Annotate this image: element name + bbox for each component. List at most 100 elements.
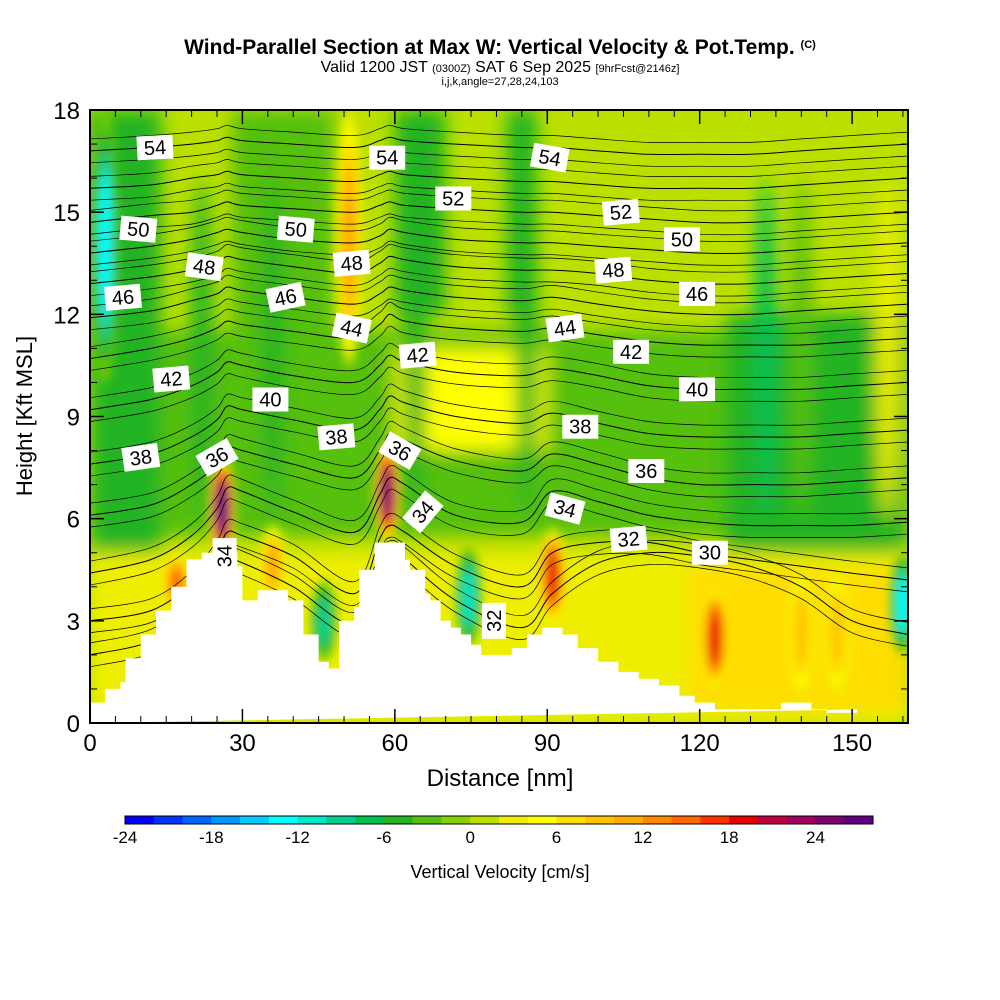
label-text: 44 — [553, 317, 578, 342]
isentrope-label-52: 52 — [435, 186, 472, 211]
label-box — [276, 215, 315, 243]
colorbar-swatch — [412, 816, 442, 824]
updraft-core — [794, 595, 809, 670]
isentrope-label-46: 46 — [265, 281, 306, 313]
label-text: 38 — [128, 446, 153, 471]
isentrope-labels: 54 54 54 52 52 50 50 50 48 48 48 46 46 46 44 44 42 42 42 40… — [104, 134, 728, 639]
label-box — [613, 339, 650, 364]
colorbar-tick-label: 24 — [806, 828, 825, 847]
label-text: 46 — [111, 286, 135, 310]
label-text: 40 — [686, 379, 708, 401]
isentrope-54 — [90, 136, 908, 156]
colorbar-swatch — [182, 816, 212, 824]
label-box — [136, 134, 174, 161]
label-text: 38 — [324, 426, 348, 450]
y-tick-label: 6 — [67, 507, 80, 534]
label-box — [544, 492, 586, 525]
field-band — [572, 110, 700, 281]
colorbar-swatch — [815, 816, 845, 824]
isentrope-label-32: 32 — [481, 602, 506, 639]
x-tick-label: 60 — [381, 730, 408, 757]
x-tick-label: 30 — [229, 730, 256, 757]
label-box — [545, 313, 585, 343]
label-text: 50 — [671, 229, 693, 251]
label-box — [332, 249, 371, 277]
colorbar-swatch — [700, 816, 730, 824]
isentrope-label-36: 36 — [628, 459, 665, 483]
colorbar-swatch — [211, 816, 241, 824]
label-box — [265, 281, 306, 313]
colorbar-tick-label: -18 — [199, 828, 224, 847]
label-box — [529, 142, 570, 173]
field-cores — [92, 110, 908, 696]
isentrope-minor — [90, 244, 908, 273]
label-text: 48 — [601, 259, 625, 283]
isentrope-minor — [90, 325, 908, 371]
colorbar-swatch — [642, 816, 672, 824]
label-text: 46 — [686, 284, 708, 306]
chart-subtitle: Valid 1200 JST (0300Z) SAT 6 Sep 2025 [9… — [0, 59, 1000, 77]
label-text: 54 — [376, 148, 398, 170]
isentrope-label-48: 48 — [594, 256, 633, 284]
isentrope-minor — [90, 182, 908, 201]
colorbar-swatch — [499, 816, 529, 824]
isentrope-minor — [90, 488, 908, 586]
colorbar-swatch — [240, 816, 270, 824]
isentrope-minor — [90, 189, 908, 212]
label-text: 44 — [338, 316, 364, 342]
isentrope-label-44: 44 — [545, 313, 585, 343]
isentrope-label-50: 50 — [276, 215, 315, 243]
label-text: 38 — [569, 417, 591, 439]
terrain-mask — [90, 542, 858, 723]
field-streak — [515, 178, 539, 519]
label-box — [317, 423, 356, 451]
colorbar-swatch — [527, 816, 557, 824]
x-tick-label: 150 — [832, 730, 872, 757]
updraft-core — [381, 468, 393, 518]
isentrope-minor — [90, 383, 908, 453]
isentrope-minor — [90, 213, 908, 236]
isentrope-label-42: 42 — [152, 365, 191, 393]
isentrope-minor — [90, 366, 908, 422]
label-text: 48 — [340, 252, 364, 276]
chart-title: Wind-Parallel Section at Max W: Vertical… — [0, 36, 1000, 60]
label-box — [121, 443, 161, 472]
colorbar-swatch — [441, 816, 471, 824]
label-box — [594, 256, 633, 284]
isentrope-label-34: 34 — [212, 538, 237, 575]
label-box — [252, 387, 289, 412]
isentrope-label-50: 50 — [663, 227, 700, 252]
label-box — [663, 227, 700, 252]
label-text: 50 — [126, 218, 150, 242]
label-box — [609, 525, 648, 553]
colorbar-swatch — [729, 816, 759, 824]
isentrope-label-54: 54 — [529, 142, 570, 173]
colorbar: -24 -18 -12 -6 0 6 12 18 24 — [113, 815, 874, 847]
isentrope-42 — [90, 313, 908, 360]
isentrope-label-42: 42 — [398, 341, 437, 369]
colorbar-swatch — [355, 816, 385, 824]
colorbar-swatch — [153, 816, 183, 824]
isentrope-38 — [90, 395, 908, 465]
colorbar-swatch — [556, 816, 586, 824]
isentrope-label-40: 40 — [679, 377, 716, 402]
colorbar-title: Vertical Velocity [cm/s] — [410, 862, 590, 882]
title-mark: (C) — [800, 39, 816, 51]
label-text: 52 — [442, 189, 464, 211]
colorbar-frame — [124, 815, 874, 825]
isentrope-label-48: 48 — [184, 252, 224, 282]
isentrope-minor — [90, 465, 908, 562]
isentrope-label-54: 54 — [369, 145, 406, 170]
label-box — [562, 414, 599, 439]
updraft-core — [830, 595, 844, 670]
colorbar-swatch — [671, 816, 701, 824]
isentrope-label-46: 46 — [679, 281, 716, 306]
isentrope-label-52: 52 — [601, 198, 640, 226]
label-text: 42 — [620, 342, 642, 364]
isentrope-label-30: 30 — [691, 540, 728, 565]
colorbar-tick-label: -24 — [113, 828, 138, 847]
label-box — [481, 602, 506, 639]
subtitle-valid: Valid 1200 JST — [320, 59, 428, 76]
y-tick-label: 0 — [67, 711, 80, 738]
label-box — [601, 198, 640, 226]
